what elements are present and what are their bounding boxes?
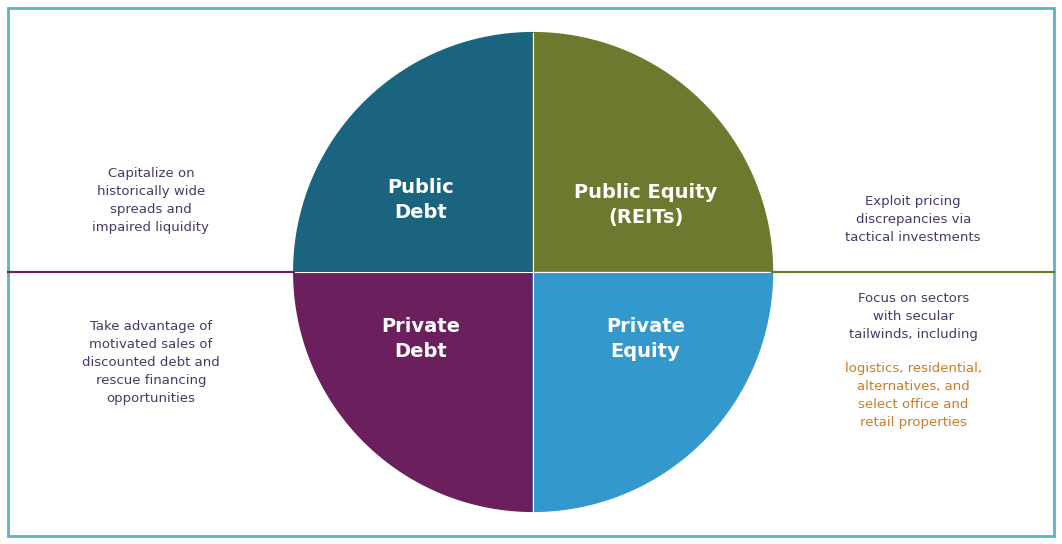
Polygon shape — [533, 272, 772, 511]
Text: Capitalize on
historically wide
spreads and
impaired liquidity: Capitalize on historically wide spreads … — [92, 166, 209, 234]
Polygon shape — [533, 33, 772, 272]
Text: Public Equity
(REITs): Public Equity (REITs) — [573, 183, 717, 227]
Text: logistics, residential,
alternatives, and
select office and
retail properties: logistics, residential, alternatives, an… — [844, 362, 981, 429]
Text: Private
Debt: Private Debt — [381, 317, 460, 361]
Text: Take advantage of
motivated sales of
discounted debt and
rescue financing
opport: Take advantage of motivated sales of dis… — [82, 320, 220, 405]
Polygon shape — [294, 272, 533, 511]
Text: Focus on sectors
with secular
tailwinds, including: Focus on sectors with secular tailwinds,… — [849, 292, 978, 341]
Text: Public
Debt: Public Debt — [388, 178, 453, 222]
Text: Exploit pricing
discrepancies via
tactical investments: Exploit pricing discrepancies via tactic… — [845, 195, 981, 244]
Polygon shape — [294, 33, 533, 272]
Text: Private
Equity: Private Equity — [606, 317, 685, 361]
